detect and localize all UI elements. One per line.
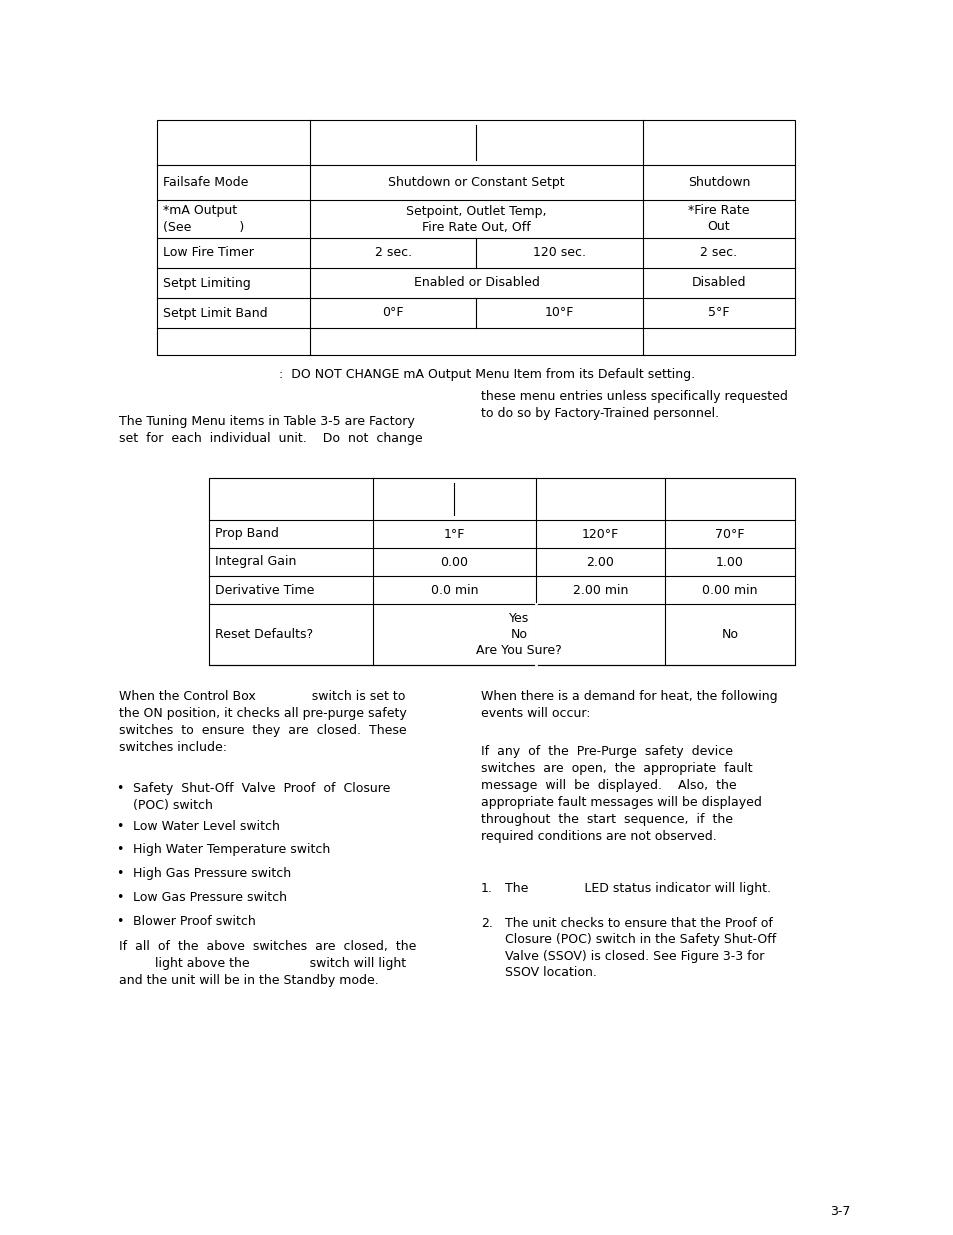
Text: Shutdown or Constant Setpt: Shutdown or Constant Setpt: [388, 177, 564, 189]
Text: these menu entries unless specifically requested
to do so by Factory-Trained per: these menu entries unless specifically r…: [480, 390, 787, 420]
Text: Setpt Limit Band: Setpt Limit Band: [163, 306, 268, 320]
Text: Setpoint, Outlet Temp,
Fire Rate Out, Off: Setpoint, Outlet Temp, Fire Rate Out, Of…: [406, 205, 546, 233]
Text: •: •: [116, 867, 123, 881]
Text: Integral Gain: Integral Gain: [214, 556, 296, 568]
Text: •: •: [116, 915, 123, 927]
Text: *mA Output
(See            ): *mA Output (See ): [163, 204, 244, 233]
Text: Yes
No
Are You Sure?: Yes No Are You Sure?: [476, 613, 561, 657]
Text: When the Control Box              switch is set to
the ON position, it checks al: When the Control Box switch is set to th…: [119, 690, 406, 755]
Text: 2.: 2.: [480, 918, 493, 930]
Text: Shutdown: Shutdown: [687, 177, 749, 189]
Text: Enabled or Disabled: Enabled or Disabled: [414, 277, 538, 289]
Text: •: •: [116, 782, 123, 795]
Text: 1°F: 1°F: [443, 527, 465, 541]
Text: Disabled: Disabled: [691, 277, 745, 289]
Text: Blower Proof switch: Blower Proof switch: [132, 915, 255, 927]
Text: Safety  Shut-Off  Valve  Proof  of  Closure
(POC) switch: Safety Shut-Off Valve Proof of Closure (…: [132, 782, 390, 811]
Text: 2 sec.: 2 sec.: [375, 247, 412, 259]
Text: When there is a demand for heat, the following
events will occur:: When there is a demand for heat, the fol…: [480, 690, 777, 720]
Text: The              LED status indicator will light.: The LED status indicator will light.: [504, 882, 770, 895]
Bar: [157, 120, 794, 354]
Text: 10°F: 10°F: [544, 306, 574, 320]
Text: The unit checks to ensure that the Proof of
Closure (POC) switch in the Safety S: The unit checks to ensure that the Proof…: [504, 918, 776, 979]
Text: If  any  of  the  Pre-Purge  safety  device
switches  are  open,  the  appropria: If any of the Pre-Purge safety device sw…: [480, 745, 761, 844]
Text: •: •: [116, 890, 123, 904]
Bar: [209, 478, 794, 664]
Text: Low Fire Timer: Low Fire Timer: [163, 247, 253, 259]
Text: Setpt Limiting: Setpt Limiting: [163, 277, 251, 289]
Text: High Gas Pressure switch: High Gas Pressure switch: [132, 867, 291, 881]
Text: Prop Band: Prop Band: [214, 527, 278, 541]
Text: :  DO NOT CHANGE mA Output Menu Item from its Default setting.: : DO NOT CHANGE mA Output Menu Item from…: [278, 368, 695, 382]
Text: Failsafe Mode: Failsafe Mode: [163, 177, 248, 189]
Text: 120°F: 120°F: [581, 527, 618, 541]
Text: •: •: [116, 820, 123, 832]
Text: The Tuning Menu items in Table 3-5 are Factory
set  for  each  individual  unit.: The Tuning Menu items in Table 3-5 are F…: [119, 415, 422, 445]
Text: 2.00 min: 2.00 min: [572, 583, 627, 597]
Text: 5°F: 5°F: [707, 306, 729, 320]
Text: 3-7: 3-7: [829, 1205, 849, 1218]
Text: *Fire Rate
Out: *Fire Rate Out: [687, 205, 749, 233]
Text: Low Gas Pressure switch: Low Gas Pressure switch: [132, 890, 287, 904]
Text: 2.00: 2.00: [586, 556, 614, 568]
Text: 0.00 min: 0.00 min: [701, 583, 757, 597]
Text: 1.: 1.: [480, 882, 493, 895]
Text: Low Water Level switch: Low Water Level switch: [132, 820, 279, 832]
Text: •: •: [116, 844, 123, 856]
Text: 120 sec.: 120 sec.: [533, 247, 586, 259]
Text: No: No: [720, 629, 738, 641]
Text: If  all  of  the  above  switches  are  closed,  the
         light above the   : If all of the above switches are closed,…: [119, 940, 416, 987]
Text: 2 sec.: 2 sec.: [700, 247, 737, 259]
Text: 70°F: 70°F: [715, 527, 744, 541]
Text: 0.0 min: 0.0 min: [431, 583, 477, 597]
Text: Reset Defaults?: Reset Defaults?: [214, 629, 313, 641]
Text: Derivative Time: Derivative Time: [214, 583, 314, 597]
Text: 1.00: 1.00: [716, 556, 743, 568]
Text: High Water Temperature switch: High Water Temperature switch: [132, 844, 330, 856]
Text: 0°F: 0°F: [382, 306, 403, 320]
Text: 0.00: 0.00: [440, 556, 468, 568]
